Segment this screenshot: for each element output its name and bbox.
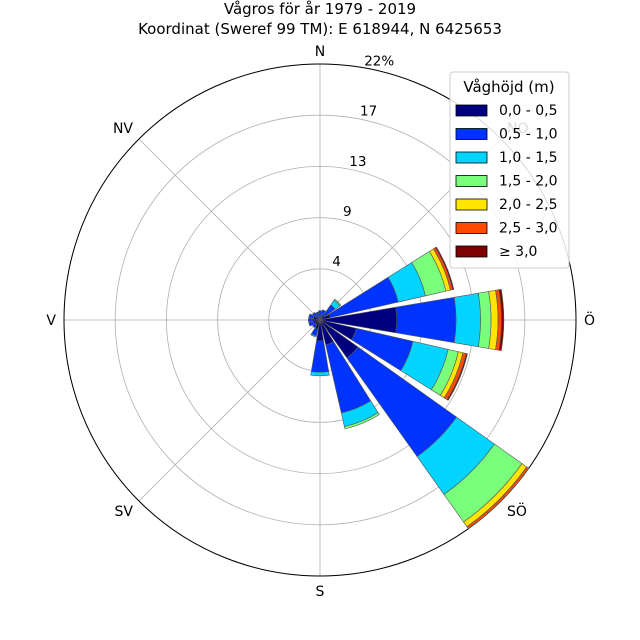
legend-swatch-6 — [455, 245, 488, 258]
legend-title: Våghöjd (m) — [463, 78, 554, 96]
legend-box — [449, 71, 570, 269]
legend-label-0: 0,0 - 0,5 — [499, 103, 557, 119]
bar-dir-67.5-bin-6 — [434, 246, 455, 290]
outer-frame — [63, 63, 577, 577]
radial-tick-label: 22% — [364, 54, 394, 70]
direction-label-SV: SV — [115, 504, 134, 520]
grid-spoke-NV — [138, 138, 321, 321]
direction-label-NV: NV — [113, 121, 133, 137]
direction-label-S: S — [316, 584, 325, 600]
legend: Våghöjd (m) 0,0 - 0,5 0,5 - 1,0 1,0 - 1,5 1… — [449, 71, 570, 269]
bar-dir-45-bin-3 — [333, 298, 342, 307]
bar-dir-337.5-bin-1 — [315, 311, 320, 318]
bar-dir-225-bin-1 — [311, 322, 318, 329]
bar-dir-315-bin-1 — [311, 311, 318, 318]
legend-swatch-1 — [455, 128, 488, 140]
bar-dir-90-bin-2 — [453, 292, 481, 348]
radial-tick-label: 4 — [332, 254, 341, 270]
rose-bars — [308, 246, 530, 530]
legend-label-2: 1,0 - 1,5 — [499, 150, 557, 166]
bar-dir-90-bin-6 — [498, 288, 505, 352]
radial-tick-label: 9 — [343, 204, 352, 220]
legend-label-5: 2,5 - 3,0 — [499, 221, 557, 237]
bar-dir-247.5-bin-1 — [308, 321, 315, 327]
bar-dir-22.5-bin-1 — [320, 309, 326, 318]
legend-label-1: 0,5 - 1,0 — [499, 127, 557, 143]
legend-label-3: 1,5 - 2,0 — [499, 174, 557, 190]
bar-dir-180-bin-2 — [310, 371, 330, 377]
bar-dir-270-bin-1 — [308, 317, 314, 323]
radial-tick-label: 13 — [349, 154, 366, 170]
legend-label-4: 2,0 - 2,5 — [499, 197, 557, 213]
chart-subtitle: Koordinat (Sweref 99 TM): E 618944, N 64… — [138, 20, 502, 38]
bar-dir-157.5-bin-3 — [344, 412, 380, 430]
direction-label-N: N — [315, 44, 325, 60]
chart-title: Vågros för år 1979 - 2019 — [224, 0, 416, 18]
grid-spoke-SV — [138, 319, 321, 502]
bar-dir-292.5-bin-1 — [308, 313, 315, 319]
bar-dir-90-bin-1 — [395, 296, 457, 344]
legend-swatch-4 — [455, 198, 488, 211]
bar-dir-202.5-bin-2 — [310, 333, 317, 338]
legend-swatch-5 — [455, 222, 488, 234]
bar-dir-0-bin-1 — [318, 310, 322, 317]
bar-dir-135-bin-5 — [466, 466, 530, 530]
legend-swatch-2 — [455, 151, 488, 164]
direction-label-SÖ: SÖ — [507, 502, 527, 520]
bar-dir-112.5-bin-6 — [446, 353, 468, 401]
direction-label-Ö: Ö — [584, 311, 595, 329]
legend-swatch-3 — [455, 175, 488, 187]
radial-tick-label: 17 — [360, 104, 377, 120]
legend-label-6: ≥ 3,0 — [499, 244, 537, 260]
direction-label-V: V — [46, 313, 56, 329]
legend-swatch-0 — [455, 104, 488, 117]
